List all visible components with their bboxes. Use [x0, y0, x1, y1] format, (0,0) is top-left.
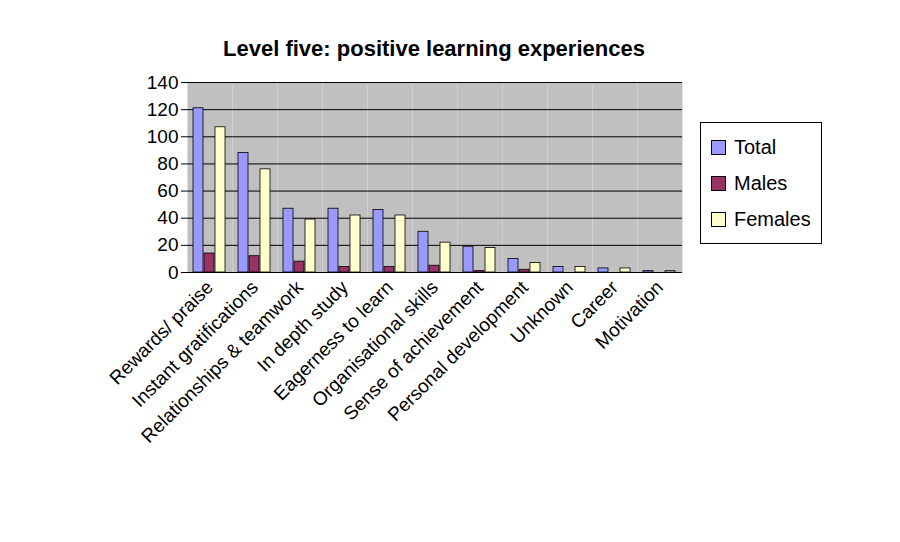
svg-text:In depth study: In depth study [252, 276, 353, 376]
svg-text:0: 0 [168, 262, 179, 283]
svg-text:100: 100 [147, 126, 179, 147]
svg-text:Career: Career [566, 276, 623, 333]
svg-text:60: 60 [157, 180, 178, 201]
html-text:Level five: positive learning: Level five: positive learning experience… [223, 36, 645, 61]
svg-text:Unknown: Unknown [506, 277, 577, 348]
svg-text:Sense of achievement: Sense of achievement [339, 276, 488, 425]
svg-text:Motivation: Motivation [591, 277, 667, 353]
html-text:Total: Total [734, 135, 777, 158]
svg-text:40: 40 [157, 207, 178, 228]
svg-text:Instant gratifications: Instant gratifications [127, 276, 263, 411]
svg-text:Rewards/ praise: Rewards/ praise [105, 276, 218, 389]
svg-text:Personal development: Personal development [384, 276, 533, 425]
html-text:Females: Females [734, 207, 811, 230]
svg-text:140: 140 [147, 72, 179, 93]
svg-text:Relationships & teamwork: Relationships & teamwork [137, 276, 308, 447]
svg-text:120: 120 [147, 99, 179, 120]
svg-text:80: 80 [157, 153, 178, 174]
svg-text:Organisational skills: Organisational skills [307, 276, 443, 411]
svg-text:Eagerness to learn: Eagerness to learn [269, 276, 398, 405]
svg-text:20: 20 [157, 234, 178, 255]
html-text:Males: Males [734, 171, 788, 194]
